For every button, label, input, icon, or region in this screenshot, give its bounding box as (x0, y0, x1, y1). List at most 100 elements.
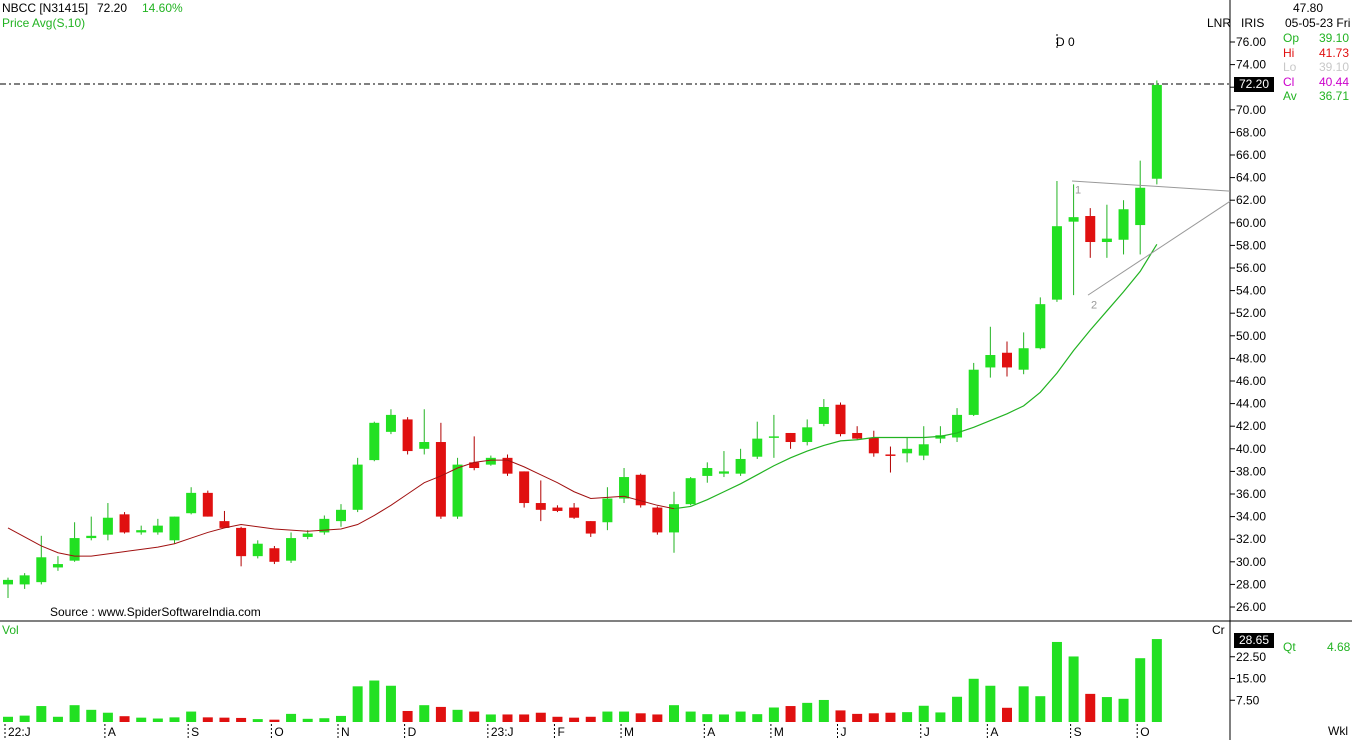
candle (1118, 200, 1129, 255)
candle-body (535, 503, 546, 510)
candle-body (369, 422, 380, 461)
candle (802, 419, 813, 446)
candle (768, 414, 779, 458)
volume-bar (102, 712, 113, 722)
candle (619, 468, 630, 504)
x-month-label: O (274, 725, 283, 739)
info-key: Av (1283, 89, 1297, 103)
candle (352, 457, 363, 513)
volume-bar (152, 718, 163, 722)
volume-bar (619, 711, 630, 722)
candle-body (602, 498, 613, 523)
candle (735, 448, 746, 476)
candle-body (569, 507, 580, 518)
x-month-label: N (341, 725, 350, 739)
volume-bar (685, 711, 696, 722)
candle-body (802, 427, 813, 443)
candle (419, 409, 430, 455)
candle (202, 490, 213, 517)
volume-bar (652, 714, 663, 722)
candle-body (269, 548, 280, 562)
candle-body (319, 518, 330, 533)
candle (1018, 332, 1029, 375)
candle (152, 518, 163, 535)
y-tick-label: 66.00 (1236, 148, 1266, 162)
y-tick-label: 62.00 (1236, 193, 1266, 207)
price-panel[interactable] (3, 80, 1162, 598)
y-tick-label: 40.00 (1236, 442, 1266, 456)
volume-panel[interactable] (3, 639, 1162, 722)
volume-bar (435, 706, 446, 722)
x-month-label: A (990, 725, 998, 739)
volume-bar (36, 706, 47, 722)
volume-bar (785, 706, 796, 722)
candle-body (519, 471, 530, 504)
volume-bar (1068, 656, 1079, 722)
candle (602, 487, 613, 531)
volume-bar (402, 710, 413, 722)
y-tick-label: 44.00 (1236, 397, 1266, 411)
candle (535, 480, 546, 522)
candle (319, 515, 330, 535)
iris-label[interactable]: IRIS (1241, 16, 1265, 30)
y-tick-label: 70.00 (1236, 103, 1266, 117)
candle-body (452, 464, 463, 517)
candle-body (152, 525, 163, 533)
candle (552, 505, 563, 513)
x-month-label: F (557, 725, 564, 739)
candle-body (336, 509, 346, 522)
x-month-label: S (1074, 725, 1082, 739)
volume-bar (86, 709, 97, 722)
candle-body (252, 543, 263, 557)
candle-body (1135, 187, 1146, 226)
candle-body (352, 464, 363, 510)
volume-bar (202, 717, 213, 722)
y-tick-label: 32.00 (1236, 532, 1266, 546)
lnr-label[interactable]: LNR (1207, 16, 1232, 30)
volume-bar (735, 711, 746, 722)
candle-body (419, 442, 430, 449)
volume-bar (52, 716, 63, 722)
candle-body (968, 369, 979, 415)
candle (252, 540, 263, 559)
candle (818, 399, 829, 427)
candle (186, 487, 197, 515)
point-label-1: 1 (1075, 184, 1081, 196)
info-value: 39.10 (1318, 31, 1349, 45)
volume-bar (119, 716, 130, 722)
candle-body (19, 575, 30, 585)
y-tick-label: 42.00 (1236, 419, 1266, 433)
candle (885, 446, 896, 473)
volume-bar (19, 715, 30, 722)
volume-bar (302, 718, 313, 722)
y-tick-label: 48.00 (1236, 351, 1266, 365)
timeframe-label[interactable]: Wkl (1328, 724, 1348, 738)
candle-body (1085, 216, 1096, 243)
volume-bar (336, 715, 346, 722)
candle (502, 454, 513, 476)
y-tick-label: 46.00 (1236, 374, 1266, 388)
candle (485, 455, 496, 466)
candle (69, 522, 80, 562)
y-tick-label: 64.00 (1236, 171, 1266, 185)
candle (286, 532, 297, 563)
candle-body (852, 432, 863, 439)
axis-labels: 76.0074.0072.0070.0068.0066.0064.0062.00… (4, 35, 1266, 740)
candle (635, 473, 646, 508)
candle-body (119, 514, 130, 533)
candle (19, 573, 30, 589)
info-key: Op (1283, 31, 1300, 45)
candle (569, 503, 580, 519)
volume-bar (186, 711, 197, 722)
candle-body (69, 538, 80, 561)
y-tick-label: 56.00 (1236, 261, 1266, 275)
point-label-2: 2 (1091, 300, 1097, 312)
candle-body (685, 478, 696, 505)
candle (968, 362, 979, 417)
candle (402, 417, 413, 455)
volume-bar (752, 714, 763, 722)
candle-body (1118, 209, 1129, 240)
candle (669, 491, 679, 553)
candle-body (1051, 226, 1062, 300)
